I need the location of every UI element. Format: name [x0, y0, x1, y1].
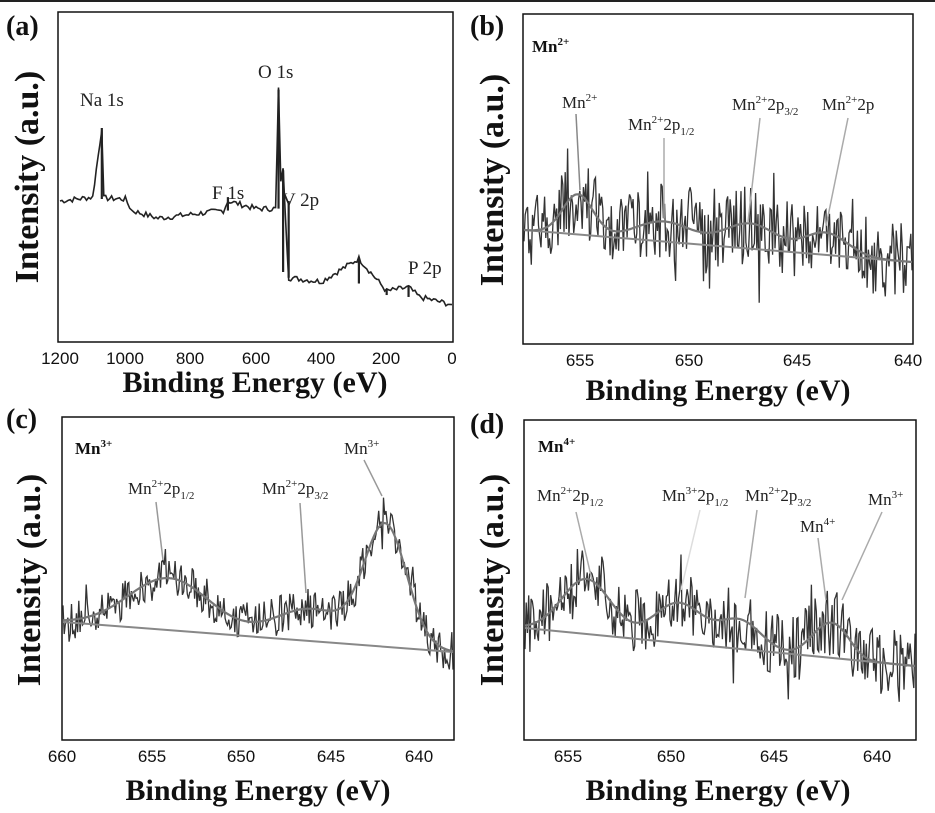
peak-label-f1s: F 1s: [212, 183, 244, 204]
arrow: [299, 502, 307, 594]
panel-c-raw-line: [62, 497, 454, 670]
xtick-label: 1200: [41, 349, 79, 368]
xtick-label: 400: [307, 349, 335, 368]
xtick-label: 655: [138, 747, 166, 766]
peak-label-c-mn3: Mn3+: [344, 438, 379, 458]
panel-b-fit-line: [523, 193, 913, 264]
panel-d-label: (d): [470, 409, 504, 440]
panel-b-frame: [522, 13, 914, 345]
panel-a-ylabel: Intensity (a.u.): [9, 71, 46, 284]
panel-d-xlabel: Binding Energy (eV): [585, 774, 850, 807]
panel-c-label: (c): [6, 404, 37, 435]
xtick-label: 650: [227, 747, 255, 766]
panel-a-survey-line: [59, 87, 453, 307]
peak-label-d-mn2-2p12: Mn2+2p1/2: [537, 485, 603, 509]
xtick-label: 0: [447, 349, 456, 368]
peak-label-v2p: V 2p: [282, 190, 319, 211]
panel-a-xticks: 1200 1000 800 600 400 200 0: [41, 349, 457, 368]
xtick-label: 800: [176, 349, 204, 368]
peak-label-c-mn2-2p12: Mn2+2p1/2: [128, 478, 194, 502]
panel-c-frame: [61, 416, 455, 741]
xtick-label: 640: [405, 747, 433, 766]
arrow: [680, 509, 701, 591]
xtick-label: 645: [783, 351, 811, 370]
panel-c: (c) Mn3+ Intensity (a.u.) Binding Energy…: [6, 404, 455, 807]
panel-c-baseline: [62, 621, 454, 653]
xtick-label: 640: [863, 747, 891, 766]
xtick-label: 650: [675, 351, 703, 370]
panel-c-xlabel: Binding Energy (eV): [125, 774, 390, 807]
arrow: [747, 117, 761, 223]
xtick-label: 645: [317, 747, 345, 766]
panel-d-frame: [523, 419, 917, 741]
panel-d-baseline: [524, 627, 916, 667]
panel-d-fit-line: [524, 577, 916, 668]
panel-b-ylabel: Intensity (a.u.): [474, 74, 511, 287]
panel-c-fit-line: [62, 521, 454, 653]
peak-label-d-mn3-2p12: Mn3+2p1/2: [662, 485, 728, 509]
panel-a-xlabel: Binding Energy (eV): [122, 366, 387, 399]
arrow: [744, 509, 758, 599]
xtick-label: 1000: [106, 349, 144, 368]
arrow: [575, 511, 593, 581]
panel-d-title: Mn4+: [538, 436, 575, 456]
xtick-label: 600: [242, 349, 270, 368]
panel-a: (a) Intensity (a.u.) Binding Energy (eV)…: [6, 11, 457, 399]
xtick-label: 200: [372, 349, 400, 368]
arrow: [363, 459, 383, 497]
panel-b-baseline: [523, 229, 913, 263]
panel-c-ylabel: Intensity (a.u.): [11, 474, 48, 687]
peak-label-na1s: Na 1s: [80, 90, 124, 111]
peak-label-o1s: O 1s: [258, 62, 293, 83]
panel-a-frame: [57, 11, 454, 343]
peak-label-d-mn2-2p32: Mn2+2p3/2: [745, 485, 811, 509]
panel-d: (d) Mn4+ Intensity (a.u.) Binding Energy…: [470, 409, 917, 807]
xtick-label: 640: [894, 351, 922, 370]
xtick-label: 645: [760, 747, 788, 766]
peak-label-mn2-2p12: Mn2+2p1/2: [628, 114, 694, 138]
arrow: [841, 511, 883, 601]
panel-d-ylabel: Intensity (a.u.): [474, 474, 511, 687]
xtick-label: 660: [48, 747, 76, 766]
arrow: [575, 113, 581, 191]
xtick-label: 655: [554, 747, 582, 766]
peak-label-d-mn4: Mn4+: [800, 516, 835, 536]
panel-c-title: Mn3+: [75, 438, 112, 458]
xtick-label: 650: [657, 747, 685, 766]
panel-b-raw-line: [523, 148, 913, 303]
arrow: [817, 537, 827, 601]
xtick-label: 655: [566, 351, 594, 370]
peak-label-mn2-2p: Mn2+2p: [822, 94, 874, 114]
peak-label-c-mn2-2p32: Mn2+2p3/2: [262, 478, 328, 502]
panel-b: (b) Mn2+ Intensity (a.u.) Binding Energy…: [470, 11, 922, 407]
panel-a-label: (a): [6, 11, 39, 42]
panel-b-xlabel: Binding Energy (eV): [585, 374, 850, 407]
peak-label-d-mn3: Mn3+: [868, 489, 903, 509]
panel-b-title: Mn2+: [532, 36, 569, 56]
panel-b-label: (b): [470, 11, 504, 42]
panel-d-raw-line: [524, 548, 916, 702]
arrow: [155, 501, 164, 561]
peak-label-mn2-2p32: Mn2+2p3/2: [732, 94, 798, 118]
arrow: [825, 117, 849, 227]
peak-label-p2p: P 2p: [408, 258, 442, 279]
peak-label-mn2: Mn2+: [562, 92, 597, 112]
